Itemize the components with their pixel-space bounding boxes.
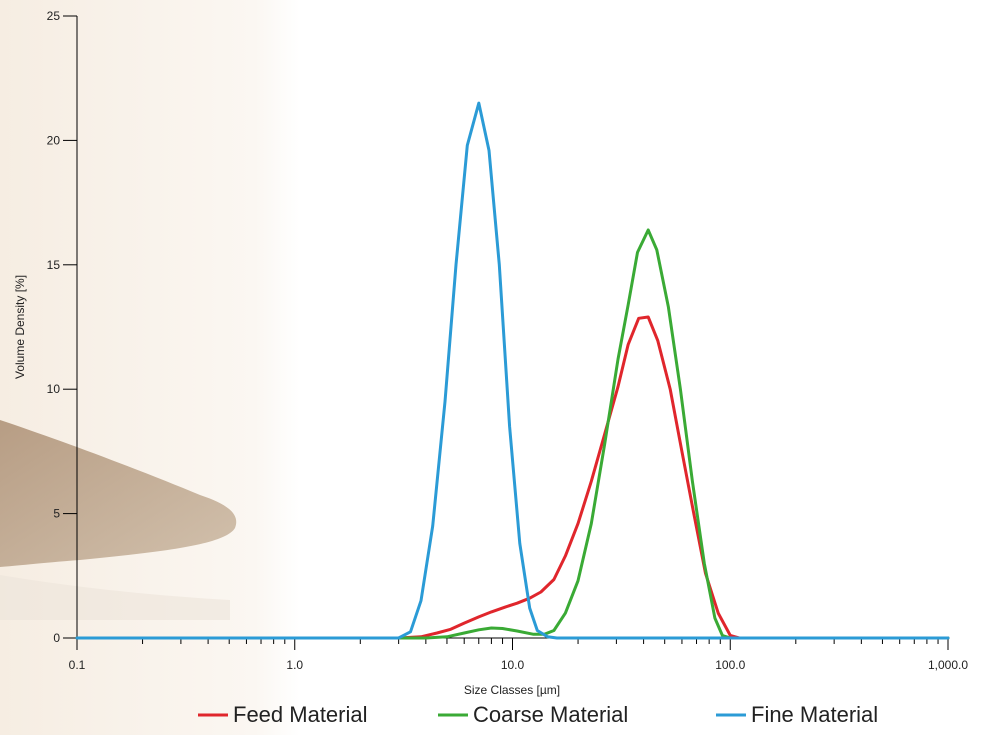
x-axis-ticks: 0.1 1.0 10.0 100.0 1,000.0 bbox=[69, 638, 968, 672]
legend-label-coarse-material: Coarse Material bbox=[473, 702, 628, 727]
x-axis-title: Size Classes [µm] bbox=[464, 683, 560, 697]
y-tick-label: 15 bbox=[47, 258, 61, 272]
series-line-coarse-material bbox=[75, 228, 950, 640]
y-axis-ticks: 0 5 10 15 20 25 bbox=[47, 9, 77, 645]
legend-label-fine-material: Fine Material bbox=[751, 702, 878, 727]
legend: Feed Material Coarse Material Fine Materia… bbox=[198, 702, 878, 727]
series-line-feed-material bbox=[75, 315, 950, 640]
y-axis-title: Volume Density [%] bbox=[13, 275, 27, 379]
x-tick-label: 0.1 bbox=[69, 658, 86, 672]
background-powder-photo bbox=[0, 0, 300, 735]
series-line-fine-material bbox=[75, 101, 950, 640]
y-tick-label: 0 bbox=[53, 631, 60, 645]
x-tick-label: 1.0 bbox=[286, 658, 303, 672]
y-tick-label: 20 bbox=[47, 133, 61, 147]
x-tick-label: 1,000.0 bbox=[928, 658, 968, 672]
y-tick-label: 25 bbox=[47, 9, 61, 23]
series-lines bbox=[75, 101, 950, 640]
y-tick-label: 10 bbox=[47, 382, 61, 396]
legend-label-feed-material: Feed Material bbox=[233, 702, 368, 727]
x-tick-label: 100.0 bbox=[715, 658, 745, 672]
x-tick-label: 10.0 bbox=[501, 658, 525, 672]
y-tick-label: 5 bbox=[53, 507, 60, 521]
